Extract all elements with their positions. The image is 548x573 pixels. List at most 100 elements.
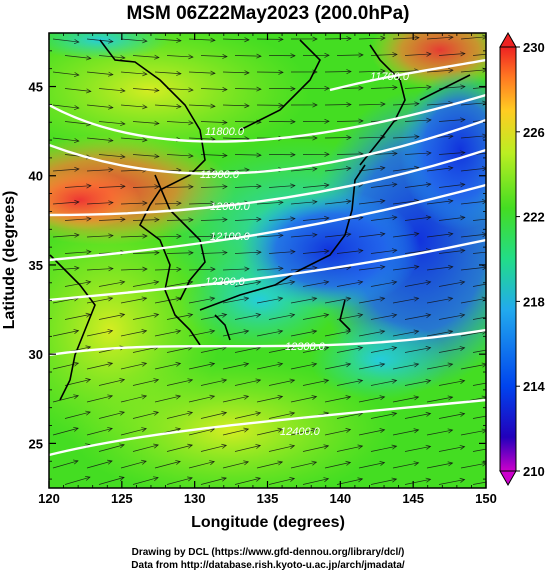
wind-arrow — [132, 88, 159, 91]
wind-arrow — [166, 55, 193, 58]
wind-arrow — [370, 183, 397, 188]
wind-arrow — [256, 297, 283, 304]
wind-arrowhead — [459, 379, 466, 384]
wind-arrow — [358, 233, 385, 238]
wind-arrowhead — [425, 477, 432, 483]
wind-arrowhead — [425, 444, 432, 450]
wind-arrow — [370, 249, 397, 254]
wind-arrow — [188, 363, 215, 370]
wind-arrow — [120, 202, 147, 205]
wind-arrow — [166, 121, 193, 124]
wind-arrow — [460, 36, 486, 40]
wind-arrow — [98, 121, 125, 125]
wind-arrow — [120, 137, 147, 141]
wind-arrowhead — [85, 280, 92, 286]
wind-arrowhead — [278, 200, 284, 206]
wind-arrowhead — [256, 216, 262, 222]
wind-arrow — [166, 186, 193, 188]
wind-arrow — [268, 185, 295, 188]
wind-arrowhead — [346, 135, 352, 141]
x-tick-label: 120 — [38, 491, 60, 506]
contour-label-11700: 11700.0 — [370, 71, 410, 83]
wind-arrowhead — [154, 54, 160, 60]
wind-arrow — [460, 233, 486, 238]
wind-arrow — [52, 168, 79, 172]
wind-arrow — [290, 201, 317, 205]
wind-arrowhead — [357, 345, 364, 351]
wind-arrowhead — [244, 167, 250, 173]
wind-arrowhead — [413, 428, 420, 434]
wind-arrowhead — [243, 296, 250, 302]
wind-arrow — [392, 297, 419, 304]
wind-arrow — [404, 183, 431, 188]
wind-arrow — [290, 363, 317, 370]
wind-arrowhead — [482, 199, 486, 205]
wind-arrowhead — [187, 378, 194, 384]
wind-arrowhead — [414, 134, 420, 140]
wind-arrow — [52, 395, 79, 403]
wind-arrow — [404, 446, 431, 452]
wind-arrowhead — [311, 427, 318, 433]
wind-arrowhead — [73, 39, 80, 45]
wind-arrow — [120, 428, 147, 436]
wind-arrow — [64, 121, 91, 125]
wind-arrow — [302, 347, 329, 353]
wind-arrow — [336, 478, 363, 485]
wind-arrow — [98, 218, 125, 221]
wind-arrow — [358, 167, 385, 172]
wind-arrowhead — [323, 477, 330, 483]
wind-arrow — [268, 478, 295, 485]
wind-arrow — [188, 297, 215, 304]
wind-arrowhead — [324, 215, 330, 221]
wind-arrowhead — [324, 85, 330, 91]
wind-arrow — [86, 428, 113, 436]
wind-arrowhead — [413, 395, 420, 401]
wind-arrow — [302, 314, 329, 320]
contour-label-12000: 12000.0 — [210, 201, 251, 213]
x-tick-label: 150 — [475, 491, 497, 506]
wind-arrow — [370, 445, 397, 452]
temperature-field: 11700.0 11800.0 11900.0 12000.0 12100.0 … — [49, 33, 499, 488]
wind-arrow — [438, 184, 465, 188]
wind-arrowhead — [413, 329, 420, 335]
wind-arrow — [52, 297, 79, 304]
wind-arrow — [234, 218, 261, 221]
wind-arrowhead — [153, 476, 159, 482]
wind-arrow — [154, 363, 181, 370]
wind-arrow — [154, 395, 181, 403]
wind-arrowhead — [154, 217, 160, 223]
wind-arrowhead — [459, 477, 466, 483]
wind-arrow — [86, 395, 113, 403]
y-tick-label: 40 — [29, 169, 43, 184]
wind-arrow — [392, 233, 419, 238]
wind-arrow — [166, 379, 193, 386]
wind-arrow — [64, 251, 91, 254]
wind-arrowhead — [482, 232, 486, 238]
wind-arrowhead — [154, 87, 160, 93]
wind-arrow — [200, 379, 227, 386]
wind-arrowhead — [141, 394, 148, 400]
wind-arrow — [188, 395, 215, 403]
wind-arrow — [234, 251, 261, 254]
wind-arrowhead — [459, 280, 466, 286]
wind-arrow — [438, 119, 465, 122]
wind-arrowhead — [141, 427, 147, 433]
wind-arrowhead — [154, 120, 160, 126]
wind-arrow — [166, 252, 193, 254]
wind-arrow — [222, 104, 249, 107]
wind-arrowhead — [357, 313, 364, 318]
wind-arrow — [222, 396, 249, 403]
wind-arrowhead — [391, 477, 398, 483]
wind-arrow — [200, 55, 227, 57]
wind-arrow — [234, 412, 261, 419]
wind-arrowhead — [108, 266, 114, 272]
wind-arrow — [98, 154, 125, 158]
wind-arrow — [438, 250, 465, 254]
wind-arrowhead — [142, 200, 148, 206]
wind-arrowhead — [357, 248, 364, 254]
wind-arrowhead — [289, 411, 296, 417]
wind-arrow — [460, 429, 486, 436]
wind-arrowhead — [256, 249, 262, 255]
wind-arrowhead — [494, 412, 499, 416]
wind-arrowhead — [222, 53, 228, 59]
